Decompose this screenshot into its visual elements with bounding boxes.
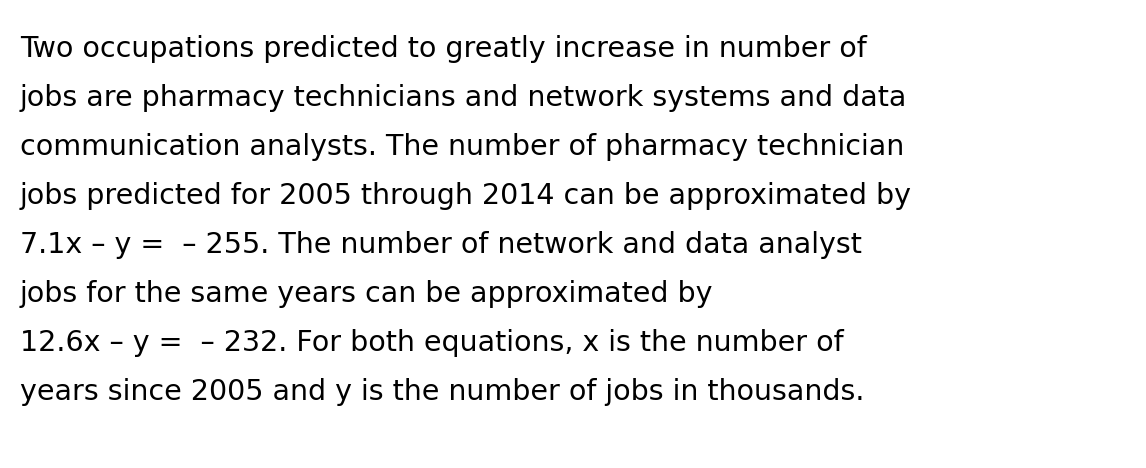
Text: 7.1x – y =  – 255. The number of network and data analyst: 7.1x – y = – 255. The number of network … — [19, 231, 862, 259]
Text: jobs are pharmacy technicians and network systems and data: jobs are pharmacy technicians and networ… — [19, 84, 908, 112]
Text: jobs predicted for 2005 through 2014 can be approximated by: jobs predicted for 2005 through 2014 can… — [19, 182, 912, 210]
Text: jobs for the same years can be approximated by: jobs for the same years can be approxima… — [19, 280, 714, 308]
Text: 12.6x – y =  – 232. For both equations, x is the number of: 12.6x – y = – 232. For both equations, x… — [19, 329, 843, 357]
Text: years since 2005 and y is the number of jobs in thousands.: years since 2005 and y is the number of … — [19, 378, 864, 406]
Text: Two occupations predicted to greatly increase in number of: Two occupations predicted to greatly inc… — [19, 35, 866, 63]
Text: communication analysts. The number of pharmacy technician: communication analysts. The number of ph… — [19, 133, 904, 161]
